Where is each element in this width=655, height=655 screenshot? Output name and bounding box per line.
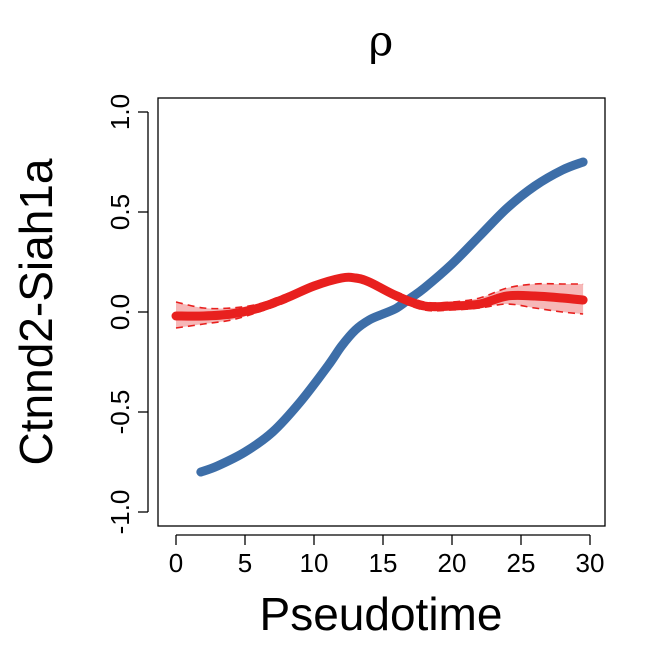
y-tick-label: -1.0 [105, 490, 135, 535]
x-tick-label: 20 [438, 548, 467, 578]
y-tick-label: -0.5 [105, 390, 135, 435]
y-tick-label: 1.0 [105, 94, 135, 130]
x-tick-label: 25 [507, 548, 536, 578]
x-tick-label: 10 [300, 548, 329, 578]
y-axis-title: Ctnnd2-Siah1a [10, 158, 62, 465]
x-tick-label: 0 [169, 548, 183, 578]
chart-title: ρ [369, 16, 394, 65]
plot-frame [157, 97, 606, 527]
series-layer [171, 157, 588, 477]
x-tick-label: 5 [238, 548, 252, 578]
x-tick-label: 15 [369, 548, 398, 578]
y-tick-label: 0.5 [105, 194, 135, 230]
x-axis: 0 5 10 15 20 25 30 [169, 534, 605, 578]
y-tick-label: 0.0 [105, 294, 135, 330]
series-1-line [171, 272, 588, 321]
x-axis-title: Pseudotime [260, 588, 503, 640]
x-tick-label: 30 [576, 548, 605, 578]
series-0-line [196, 157, 588, 477]
y-axis: -1.0 -0.5 0.0 0.5 1.0 [105, 94, 149, 535]
